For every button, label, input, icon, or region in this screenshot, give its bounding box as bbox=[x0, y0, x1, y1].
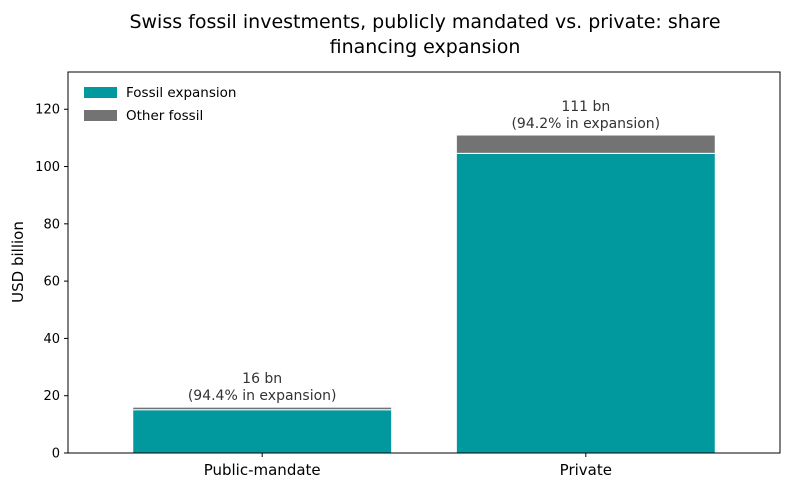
bar-other-fossil-1 bbox=[132, 406, 393, 411]
legend-label-fossil-expansion: Fossil expansion bbox=[126, 85, 236, 101]
bar-share-label: (94.4% in expansion) bbox=[188, 388, 337, 404]
legend: Fossil expansion Other fossil bbox=[84, 85, 236, 124]
chart-title-line-2: financing expansion bbox=[330, 36, 521, 58]
x-axis: Public-mandate Private bbox=[204, 453, 612, 479]
y-axis: 0 20 40 60 80 100 120 bbox=[35, 103, 68, 462]
y-tick-label: 120 bbox=[35, 103, 60, 118]
bar-share-label: (94.2% in expansion) bbox=[511, 116, 660, 132]
legend-swatch-other-fossil bbox=[84, 110, 117, 121]
bar-other-fossil-2 bbox=[455, 134, 716, 154]
x-tick-label: Public-mandate bbox=[204, 461, 321, 479]
bar-annotations: 16 bn(94.4% in expansion) 111 bn(94.2% in… bbox=[188, 99, 660, 404]
bar-total-label: 111 bn bbox=[561, 99, 610, 115]
y-tick-label: 60 bbox=[43, 275, 60, 290]
chart-title-line-1: Swiss fossil investments, publicly manda… bbox=[129, 11, 720, 33]
bar-total-label: 16 bn bbox=[242, 371, 282, 387]
y-tick-label: 0 bbox=[52, 447, 60, 462]
y-tick-label: 100 bbox=[35, 160, 60, 175]
y-tick-label: 40 bbox=[43, 332, 60, 347]
legend-label-other-fossil: Other fossil bbox=[126, 108, 203, 124]
x-tick-label: Private bbox=[560, 461, 612, 479]
legend-swatch-fossil-expansion bbox=[84, 87, 117, 98]
bar-fossil-expansion-1 bbox=[132, 409, 393, 454]
y-tick-label: 80 bbox=[43, 217, 60, 232]
y-axis-label: USD billion bbox=[9, 221, 27, 303]
y-tick-label: 20 bbox=[43, 389, 60, 404]
bar-fossil-expansion-2 bbox=[455, 152, 716, 454]
bars-layer bbox=[132, 134, 716, 454]
plot-frame bbox=[67, 71, 781, 454]
